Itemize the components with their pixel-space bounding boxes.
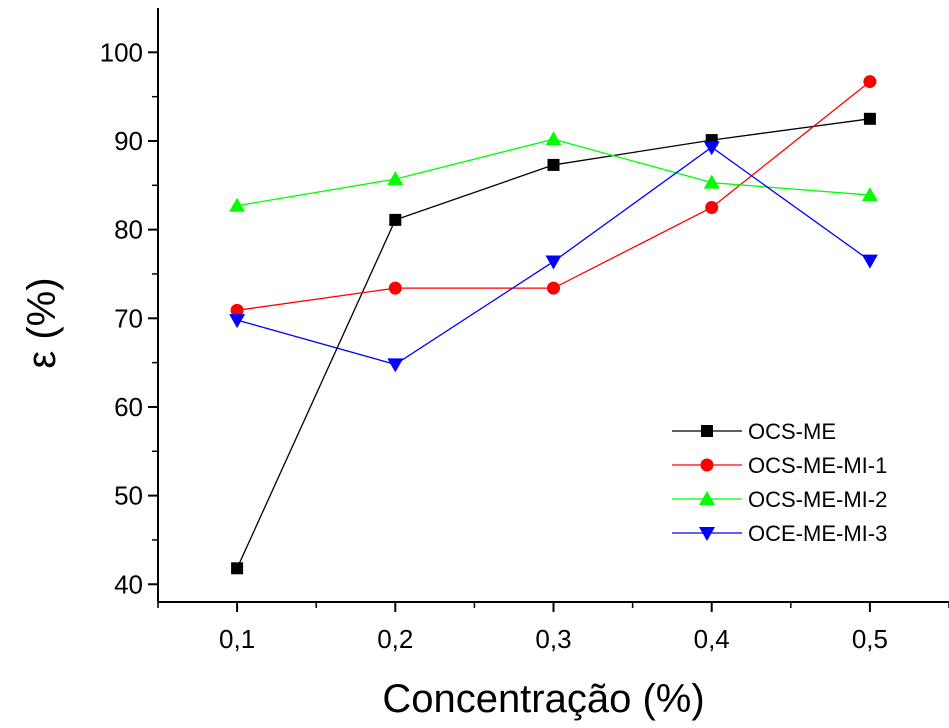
- y-tick-label: 60: [114, 392, 143, 422]
- x-axis-ticks: 0,1 0,2 0,3 0,4 0,5: [157, 602, 949, 654]
- data-point: [230, 303, 244, 317]
- series-2: [229, 131, 878, 212]
- x-tick-label: 0,4: [694, 624, 730, 654]
- x-tick-label: 0,3: [535, 624, 571, 654]
- data-point: [547, 158, 560, 171]
- legend-entry: OCS-ME-MI-2: [672, 487, 887, 512]
- x-tick-label: 0,5: [852, 624, 888, 654]
- legend-marker: [701, 425, 713, 437]
- data-point: [388, 281, 402, 295]
- y-tick-label: 50: [114, 481, 143, 511]
- y-axis-title: ε (%): [20, 277, 64, 368]
- data-point: [387, 171, 404, 186]
- legend: OCS-ME OCS-ME-MI-1 OCS-ME-MI-2 OCE-ME-MI-3: [672, 419, 887, 546]
- data-point: [547, 281, 560, 295]
- data-point: [229, 197, 246, 212]
- y-tick-label: 100: [100, 37, 143, 67]
- data-point: [705, 200, 719, 214]
- legend-entry: OCS-ME-MI-1: [672, 453, 887, 478]
- y-tick-label: 80: [114, 215, 143, 245]
- data-point: [703, 174, 720, 189]
- legend-label: OCS-ME-MI-1: [748, 453, 887, 478]
- legend-entry: OCS-ME: [672, 419, 836, 444]
- data-point: [703, 141, 720, 156]
- series-layer: [229, 75, 878, 575]
- series-1: [230, 75, 877, 317]
- legend-entry: OCE-ME-MI-3: [672, 521, 887, 546]
- y-tick-label: 70: [114, 303, 143, 333]
- data-point: [545, 131, 562, 146]
- y-tick-label: 40: [114, 569, 143, 599]
- series-0: [231, 112, 876, 575]
- data-point: [863, 75, 877, 89]
- data-point: [861, 254, 878, 269]
- x-tick-label: 0,2: [377, 624, 413, 654]
- series-line: [236, 138, 870, 207]
- data-point: [231, 562, 244, 575]
- y-tick-label: 90: [114, 126, 143, 156]
- legend-label: OCS-ME: [748, 419, 836, 444]
- x-tick-label: 0,1: [219, 624, 255, 654]
- legend-marker: [699, 491, 715, 505]
- legend-label: OCE-ME-MI-3: [748, 521, 887, 546]
- data-point: [545, 255, 562, 270]
- data-point: [229, 314, 246, 329]
- y-axis-ticks: 40 50 60 70 80 90 100: [100, 37, 158, 599]
- data-point: [863, 112, 876, 125]
- series-line: [237, 81, 871, 311]
- legend-marker: [699, 527, 715, 541]
- x-axis-title: Concentração (%): [382, 677, 704, 721]
- legend-label: OCS-ME-MI-2: [748, 487, 887, 512]
- legend-marker: [700, 458, 714, 472]
- data-point: [387, 358, 404, 373]
- data-point: [389, 213, 402, 226]
- data-point: [861, 187, 878, 202]
- series-3: [229, 141, 878, 373]
